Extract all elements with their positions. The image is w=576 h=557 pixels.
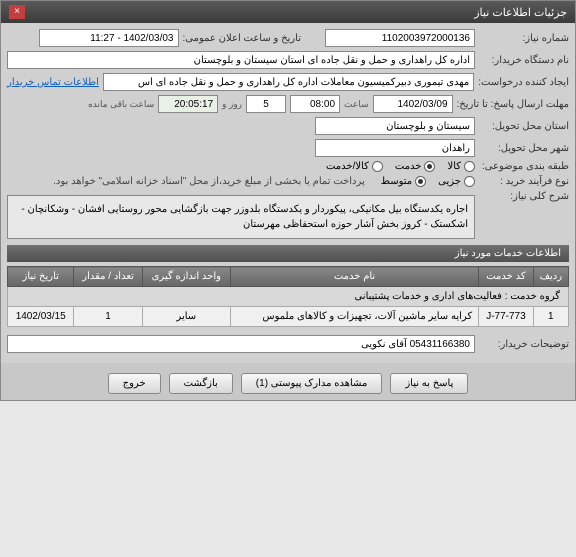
radio-both[interactable] <box>372 161 383 172</box>
countdown-field: 20:05:17 <box>158 95 218 113</box>
window-title: جزئیات اطلاعات نیاز <box>474 6 567 19</box>
desc-box: اجاره یکدستگاه بیل مکانیکی، پیکوردار و ی… <box>7 195 475 239</box>
footer-buttons: پاسخ به نیاز مشاهده مدارک پیوستی (1) باز… <box>1 363 575 400</box>
services-table: ردیف کد خدمت نام خدمت واحد اندازه گیری ت… <box>7 266 569 327</box>
services-header: اطلاعات خدمات مورد نیاز <box>7 245 569 262</box>
need-no-field: 1102003972000136 <box>325 29 475 47</box>
countdown-label: ساعت باقی مانده <box>88 99 154 110</box>
table-group-row: گروه خدمت : فعالیت‌های اداری و خدمات پشت… <box>8 287 569 307</box>
time-label: ساعت <box>344 99 369 110</box>
need-no-label: شماره نیاز: <box>479 33 569 44</box>
col-code: کد خدمت <box>479 267 534 287</box>
buyer-label: نام دستگاه خریدار: <box>479 55 569 66</box>
content-area: شماره نیاز: 1102003972000136 تاریخ و ساع… <box>1 23 575 363</box>
deadline-label: مهلت ارسال پاسخ: تا تاریخ: <box>457 99 569 110</box>
col-name: نام خدمت <box>230 267 478 287</box>
purchase-type-label: نوع فرآیند خرید : <box>479 176 569 187</box>
province-label: استان محل تحویل: <box>479 121 569 132</box>
reply-button[interactable]: پاسخ به نیاز <box>390 373 468 394</box>
creator-label: ایجاد کننده درخواست: <box>478 77 569 88</box>
city-field: راهدان <box>315 139 475 157</box>
buyer-field: اداره کل راهداری و حمل و نقل جاده ای است… <box>7 51 475 69</box>
radio-service[interactable] <box>424 161 435 172</box>
purchase-note: پرداخت تمام یا بخشی از مبلغ خرید،از محل … <box>53 176 365 187</box>
close-icon[interactable]: × <box>9 5 25 19</box>
creator-field: مهدی تیموری دبیرکمیسیون معاملات اداره کل… <box>103 73 474 91</box>
desc-label: شرح کلی نیاز: <box>479 191 569 202</box>
col-qty: تعداد / مقدار <box>74 267 142 287</box>
col-row: ردیف <box>533 267 568 287</box>
radio-minor[interactable] <box>464 176 475 187</box>
radio-medium[interactable] <box>415 176 426 187</box>
purchase-type-radios: جزیی متوسط <box>381 176 475 187</box>
buyer-notes-label: توضیحات خریدار: <box>479 339 569 350</box>
deadline-date-field: 1402/03/09 <box>373 95 453 113</box>
announce-label: تاریخ و ساعت اعلان عمومی: <box>183 33 302 44</box>
day-label: روز و <box>222 99 242 110</box>
city-label: شهر محل تحویل: <box>479 143 569 154</box>
province-field: سیستان و بلوچستان <box>315 117 475 135</box>
announce-field: 1402/03/03 - 11:27 <box>39 29 179 47</box>
radio-goods[interactable] <box>464 161 475 172</box>
buyer-notes-field: 05431166380 آقای نکویی <box>7 335 475 353</box>
group-type-radios: کالا خدمت کالا/خدمت <box>326 161 475 172</box>
contact-link[interactable]: اطلاعات تماس خریدار <box>7 77 99 88</box>
col-unit: واحد اندازه گیری <box>142 267 230 287</box>
need-details-window: جزئیات اطلاعات نیاز × شماره نیاز: 110200… <box>0 0 576 401</box>
attachments-button[interactable]: مشاهده مدارک پیوستی (1) <box>241 373 383 394</box>
exit-button[interactable]: خروج <box>108 373 161 394</box>
days-field: 5 <box>246 95 286 113</box>
titlebar: جزئیات اطلاعات نیاز × <box>1 1 575 23</box>
group-type-label: طبقه بندی موضوعی: <box>479 161 569 172</box>
deadline-time-field: 08:00 <box>290 95 340 113</box>
table-row: 1 J-77-773 کرایه سایر ماشین آلات، تجهیزا… <box>8 307 569 327</box>
col-date: تاریخ نیاز <box>8 267 74 287</box>
back-button[interactable]: بازگشت <box>169 373 233 394</box>
